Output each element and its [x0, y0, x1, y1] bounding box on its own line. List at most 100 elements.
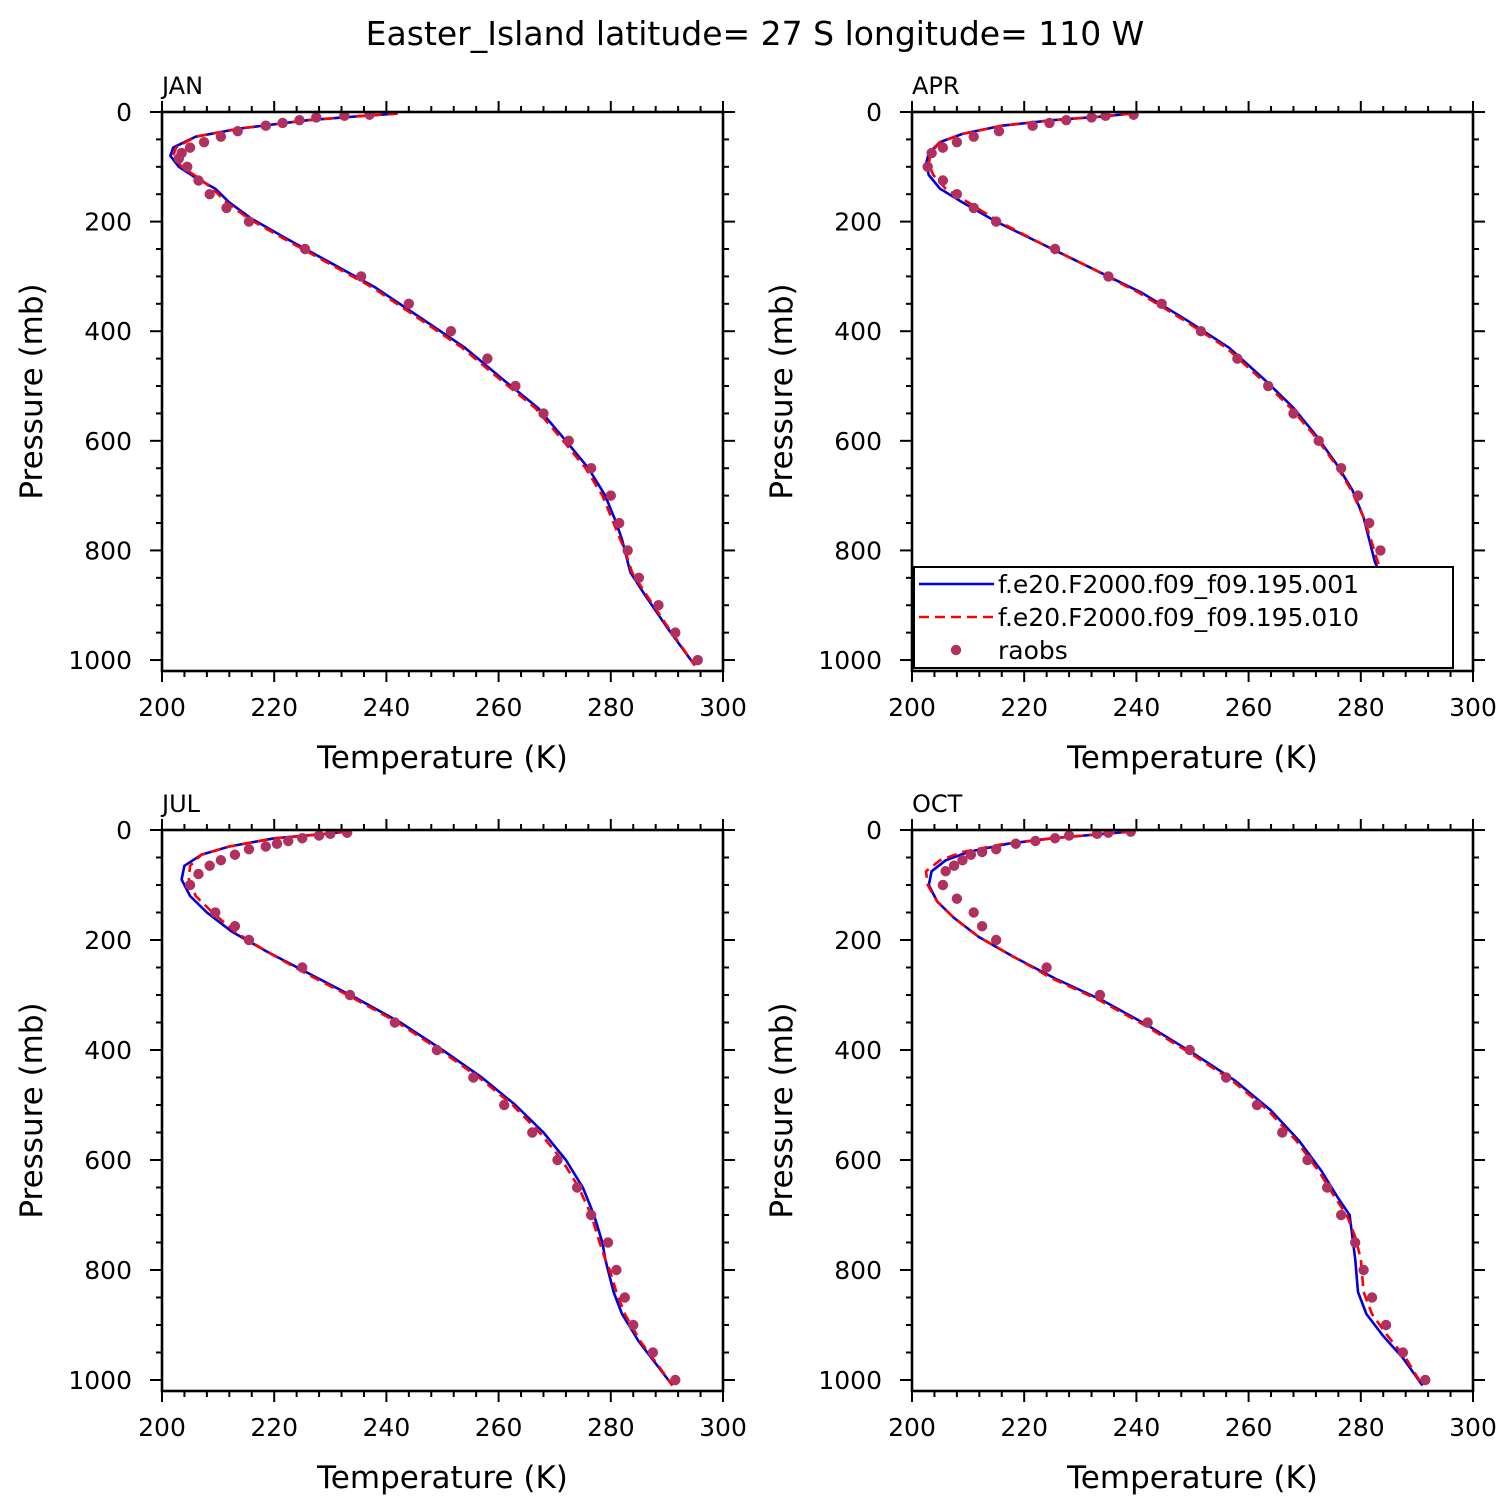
- raobs-point: [1010, 838, 1021, 849]
- plot-frame: [910, 828, 1475, 1393]
- raobs-point: [468, 1072, 479, 1083]
- series-010-line: [171, 112, 696, 667]
- y-tick-label: 1000: [68, 646, 132, 675]
- y-tick-label: 400: [84, 1036, 132, 1065]
- raobs-point: [948, 860, 960, 871]
- raobs-point: [1277, 1127, 1288, 1138]
- raobs-point: [990, 844, 1002, 855]
- x-tick-label: 300: [1449, 693, 1497, 722]
- legend-box: [913, 566, 1454, 669]
- raobs-point: [1420, 1374, 1431, 1386]
- y-tick-label: 800: [84, 536, 132, 565]
- raobs-point: [670, 1374, 681, 1386]
- figure-title: Easter_Island latitude= 27 S longitude= …: [366, 14, 1145, 53]
- raobs-point: [184, 142, 196, 153]
- raobs-point: [968, 907, 979, 918]
- y-tick-label: 800: [84, 1256, 132, 1285]
- raobs-point: [990, 934, 1002, 946]
- raobs-point: [1251, 1099, 1263, 1111]
- y-tick-label: 0: [116, 816, 132, 845]
- raobs-point: [260, 120, 271, 131]
- raobs-point: [1358, 1264, 1369, 1276]
- raobs-point: [976, 846, 988, 858]
- x-tick-label: 260: [475, 1413, 523, 1442]
- raobs-point: [563, 435, 574, 447]
- raobs-point: [482, 353, 493, 364]
- raobs-point: [1313, 435, 1324, 447]
- raobs-point: [1335, 1209, 1347, 1221]
- raobs-point: [403, 298, 415, 310]
- x-axis-title: Temperature (K): [1066, 1460, 1318, 1496]
- raobs-point: [283, 835, 294, 847]
- raobs-point: [1220, 1072, 1232, 1083]
- raobs-point: [1125, 830, 1136, 837]
- raobs-point: [1091, 830, 1103, 840]
- raobs-point: [229, 849, 241, 860]
- raobs-point: [605, 490, 616, 501]
- x-tick-label: 220: [250, 1413, 298, 1442]
- y-axis-title: Pressure (mb): [14, 1002, 50, 1218]
- raobs-point: [325, 830, 336, 840]
- y-tick-label: 400: [834, 1036, 882, 1065]
- y-tick-label: 800: [834, 1256, 882, 1285]
- panel-oct: OCT 200 220 240 260 280 300 0 200 400 600 800 1000 Te…: [764, 790, 1497, 1496]
- raobs-point: [1302, 1154, 1313, 1166]
- x-tick-label: 240: [363, 693, 411, 722]
- raobs-point: [1335, 463, 1347, 474]
- raobs-point: [243, 934, 255, 946]
- raobs-point: [951, 136, 963, 148]
- raobs-point: [622, 545, 633, 556]
- raobs-point: [229, 921, 241, 932]
- raobs-point: [1366, 1292, 1378, 1303]
- raobs-point: [313, 830, 325, 841]
- raobs-point: [653, 600, 664, 611]
- raobs-point: [221, 202, 232, 214]
- raobs-point: [271, 838, 283, 849]
- raobs-point: [215, 131, 227, 142]
- raobs-point: [1375, 545, 1386, 556]
- x-tick-label: 280: [587, 1413, 635, 1442]
- y-tick-label: 0: [866, 98, 882, 127]
- x-tick-label: 300: [699, 1413, 747, 1442]
- raobs-point: [210, 907, 221, 918]
- legend-label: raobs: [998, 636, 1068, 665]
- y-axis-title: Pressure (mb): [14, 283, 50, 499]
- plot-area: [169, 112, 703, 667]
- raobs-point: [951, 893, 963, 904]
- raobs-point: [571, 1182, 583, 1193]
- raobs-point: [937, 879, 949, 891]
- raobs-point: [538, 408, 549, 419]
- raobs-point: [193, 175, 204, 186]
- x-tick-label: 300: [1449, 1413, 1497, 1442]
- raobs-point: [204, 189, 215, 200]
- raobs-point: [1380, 1319, 1392, 1331]
- y-axis-title: Pressure (mb): [764, 1002, 800, 1218]
- raobs-point: [670, 627, 681, 638]
- raobs-point: [355, 271, 367, 282]
- raobs-point: [297, 833, 308, 844]
- raobs-point: [527, 1127, 538, 1138]
- raobs-point: [976, 921, 988, 932]
- y-tick-label: 1000: [818, 1366, 882, 1395]
- raobs-point: [633, 572, 645, 584]
- raobs-point: [552, 1154, 563, 1166]
- raobs-point: [431, 1044, 443, 1056]
- raobs-point: [193, 868, 204, 880]
- raobs-point: [1156, 298, 1167, 310]
- raobs-point: [1049, 833, 1061, 844]
- raobs-point: [294, 115, 305, 126]
- raobs-point: [1027, 120, 1038, 131]
- raobs-point: [1397, 1347, 1409, 1358]
- panel-jul: JUL 200 220 240 260 280 300 0 200 400 600 800 1000 Te…: [14, 790, 747, 1496]
- raobs-point: [968, 202, 979, 214]
- x-tick-label: 240: [363, 1413, 411, 1442]
- raobs-point: [184, 879, 196, 891]
- raobs-point: [1364, 517, 1375, 529]
- raobs-point: [1049, 243, 1061, 255]
- raobs-point: [965, 849, 977, 860]
- legend: f.e20.F2000.f09_f09.195.001 f.e20.F2000.f…: [913, 566, 1454, 669]
- raobs-point: [277, 117, 288, 129]
- y-tick-label: 600: [84, 1146, 132, 1175]
- y-tick-label: 400: [84, 317, 132, 346]
- panel-label: OCT: [912, 790, 963, 818]
